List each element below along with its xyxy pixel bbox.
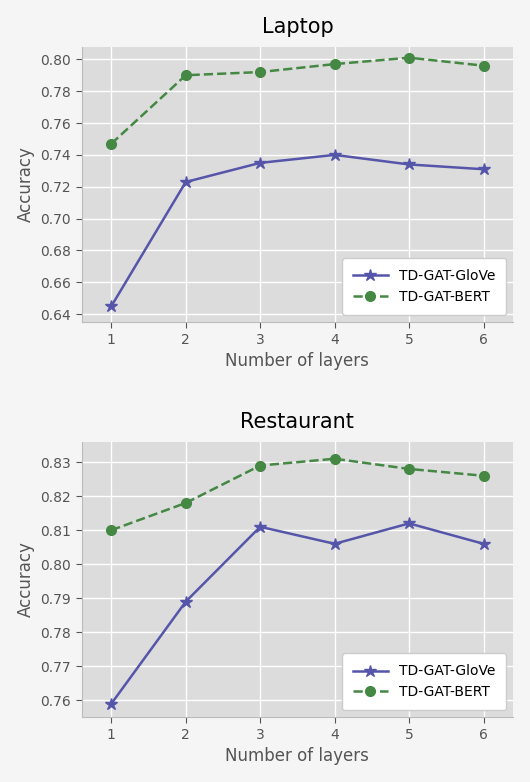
X-axis label: Number of layers: Number of layers [225, 748, 369, 766]
TD-GAT-BERT [182, 498, 189, 508]
TD-GAT-BERT [257, 67, 263, 77]
TD-GAT-BERT [182, 70, 189, 80]
Line: TD-GAT-GloVe: TD-GAT-GloVe [105, 517, 490, 710]
TD-GAT-GloVe [182, 597, 189, 606]
TD-GAT-GloVe [406, 160, 412, 169]
Title: Restaurant: Restaurant [241, 412, 355, 432]
Line: TD-GAT-BERT: TD-GAT-BERT [107, 454, 489, 535]
TD-GAT-BERT [406, 53, 412, 63]
Y-axis label: Accuracy: Accuracy [16, 146, 34, 222]
TD-GAT-BERT [331, 454, 338, 464]
TD-GAT-BERT [480, 471, 487, 480]
TD-GAT-BERT [108, 526, 114, 535]
TD-GAT-GloVe [406, 518, 412, 528]
Line: TD-GAT-BERT: TD-GAT-BERT [107, 53, 489, 149]
Legend: TD-GAT-GloVe, TD-GAT-BERT: TD-GAT-GloVe, TD-GAT-BERT [342, 653, 506, 710]
TD-GAT-GloVe [182, 178, 189, 187]
TD-GAT-GloVe [331, 539, 338, 548]
TD-GAT-BERT [108, 139, 114, 149]
TD-GAT-GloVe [108, 699, 114, 708]
TD-GAT-GloVe [480, 539, 487, 548]
Y-axis label: Accuracy: Accuracy [16, 542, 34, 618]
TD-GAT-GloVe [331, 150, 338, 160]
TD-GAT-GloVe [480, 164, 487, 174]
TD-GAT-GloVe [257, 158, 263, 167]
Line: TD-GAT-GloVe: TD-GAT-GloVe [105, 149, 490, 313]
Title: Laptop: Laptop [261, 16, 333, 37]
TD-GAT-BERT [331, 59, 338, 69]
Legend: TD-GAT-GloVe, TD-GAT-BERT: TD-GAT-GloVe, TD-GAT-BERT [342, 258, 506, 315]
TD-GAT-BERT [480, 61, 487, 70]
TD-GAT-GloVe [108, 302, 114, 311]
X-axis label: Number of layers: Number of layers [225, 352, 369, 370]
TD-GAT-BERT [257, 461, 263, 470]
TD-GAT-BERT [406, 465, 412, 474]
TD-GAT-GloVe [257, 522, 263, 532]
